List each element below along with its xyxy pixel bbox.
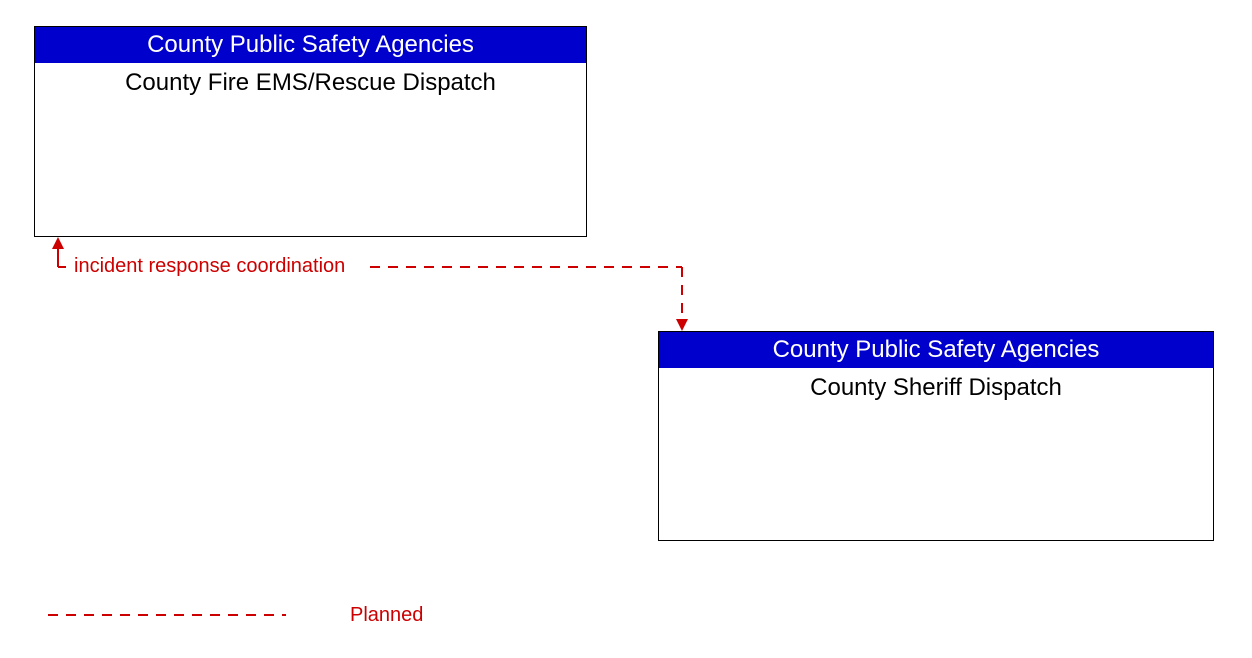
flow-label: incident response coordination: [74, 255, 345, 278]
box2-header: County Public Safety Agencies: [659, 332, 1213, 368]
flow-arrowhead-up: [52, 237, 64, 249]
box-county-fire-ems: County Public Safety Agencies County Fir…: [34, 26, 587, 237]
box2-body: County Sheriff Dispatch: [659, 368, 1213, 408]
box1-body: County Fire EMS/Rescue Dispatch: [35, 63, 586, 103]
legend-text: Planned: [350, 604, 423, 627]
box1-header: County Public Safety Agencies: [35, 27, 586, 63]
box-county-sheriff: County Public Safety Agencies County She…: [658, 331, 1214, 541]
flow-arrowhead-down: [676, 319, 688, 331]
